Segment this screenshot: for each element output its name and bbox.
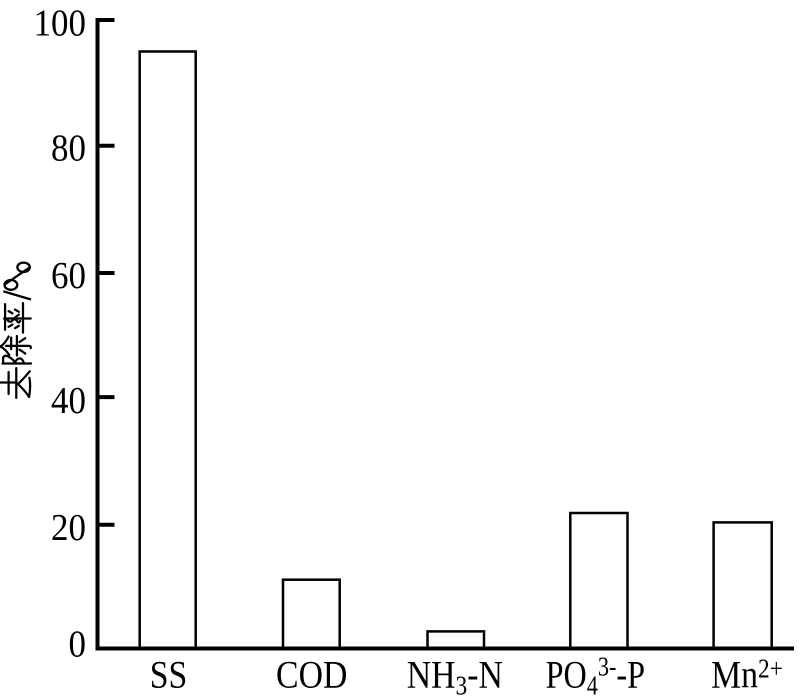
svg-text:0: 0 [69, 622, 86, 665]
svg-text:20: 20 [51, 506, 86, 549]
svg-text:SS: SS [150, 652, 188, 696]
svg-text:60: 60 [51, 253, 86, 296]
svg-text:100: 100 [34, 1, 86, 44]
svg-text:PO43--P: PO43--P [546, 653, 645, 699]
svg-text:80: 80 [51, 126, 86, 169]
svg-text:COD: COD [276, 652, 347, 696]
svg-text:NH3-N: NH3-N [407, 652, 503, 699]
svg-text:40: 40 [51, 378, 86, 421]
